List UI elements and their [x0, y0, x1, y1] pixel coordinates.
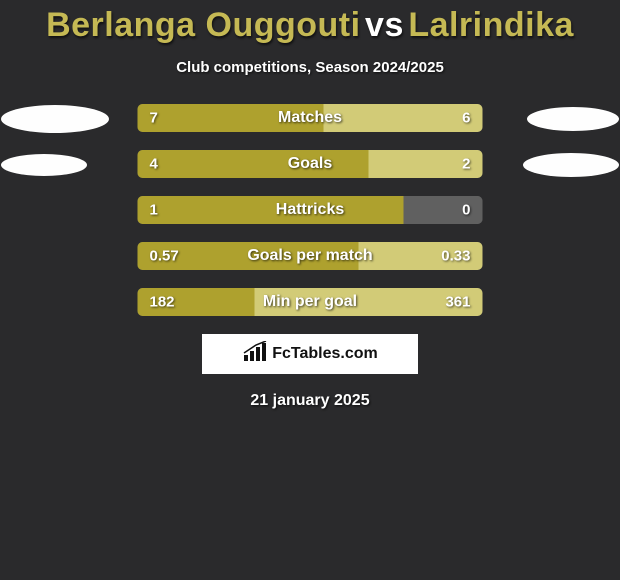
stat-row: 7 6 Matches — [1, 104, 619, 134]
stat-bar: 182 361 Min per goal — [138, 288, 483, 316]
brand-chart-icon — [242, 341, 268, 368]
stat-bar-right-seg — [324, 104, 483, 132]
stat-right-value: 2 — [462, 156, 470, 173]
stat-row: 4 2 Goals — [1, 150, 619, 180]
stat-label: Matches — [278, 109, 342, 127]
stat-bar: 7 6 Matches — [138, 104, 483, 132]
stat-row: 0.57 0.33 Goals per match — [1, 242, 619, 272]
brand-box: FcTables.com — [202, 334, 418, 374]
stat-left-value: 1 — [150, 202, 158, 219]
stat-label: Goals — [288, 155, 332, 173]
player-left-ellipse — [1, 105, 109, 133]
player-right-ellipse — [527, 107, 619, 131]
stat-left-value: 4 — [150, 156, 158, 173]
stat-row: 182 361 Min per goal — [1, 288, 619, 318]
stat-right-value: 361 — [445, 294, 470, 311]
player-left-ellipse — [1, 154, 87, 176]
vs-word: vs — [365, 6, 404, 44]
player-left-name: Berlanga Ouggouti — [46, 6, 361, 44]
stat-bar: 4 2 Goals — [138, 150, 483, 178]
stat-left-value: 182 — [150, 294, 175, 311]
stat-rows: 7 6 Matches 4 2 Goals 1 0 Hattricks 0.57 0.33 Goals… — [0, 104, 620, 318]
title-bar: Berlanga Ouggouti vs Lalrindika — [0, 0, 620, 45]
stat-right-value: 0 — [462, 202, 470, 219]
stat-label: Hattricks — [276, 201, 344, 219]
stat-bar-right-seg — [403, 196, 482, 224]
stat-left-value: 7 — [150, 110, 158, 127]
stat-bar-left-seg — [138, 196, 404, 224]
stat-bar: 0.57 0.33 Goals per match — [138, 242, 483, 270]
stat-right-value: 6 — [462, 110, 470, 127]
stat-left-value: 0.57 — [150, 248, 179, 265]
date-label: 21 january 2025 — [0, 392, 620, 410]
stat-bar-left-seg — [138, 150, 369, 178]
stat-right-value: 0.33 — [441, 248, 470, 265]
stat-label: Min per goal — [263, 293, 357, 311]
subhead: Club competitions, Season 2024/2025 — [0, 59, 620, 76]
stat-label: Goals per match — [247, 247, 372, 265]
stat-row: 1 0 Hattricks — [1, 196, 619, 226]
stat-bar: 1 0 Hattricks — [138, 196, 483, 224]
brand-text: FcTables.com — [272, 345, 378, 363]
player-right-ellipse — [523, 153, 619, 177]
player-right-name: Lalrindika — [408, 6, 574, 44]
